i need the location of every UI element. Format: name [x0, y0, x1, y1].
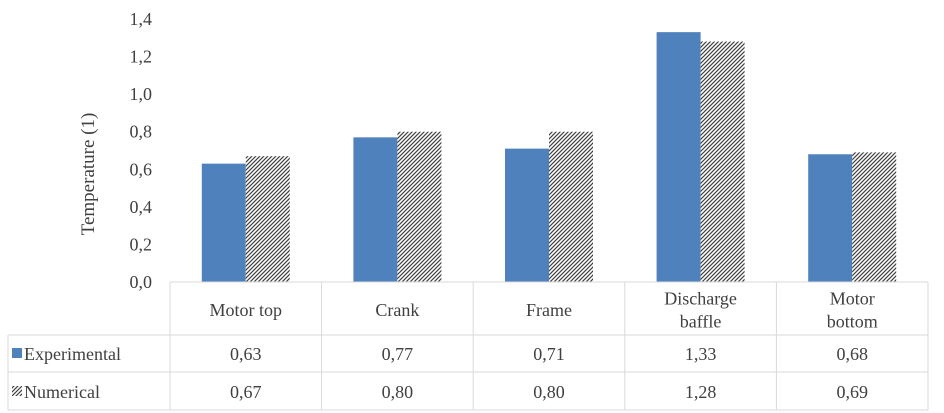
table-cell-value: 0,68 — [836, 344, 868, 364]
table-cell-value: 0,80 — [533, 382, 565, 402]
bar-numerical — [852, 152, 897, 282]
y-tick-label: 0,4 — [130, 197, 153, 217]
table-cell-value: 1,28 — [685, 382, 717, 402]
table-cell-value: 0,69 — [836, 382, 868, 402]
bar-numerical — [549, 131, 593, 282]
bar-numerical — [245, 156, 290, 282]
category-label: baffle — [680, 312, 722, 332]
category-label: Motor top — [210, 300, 283, 320]
bar-experimental — [656, 32, 701, 283]
table-cell-value: 0,77 — [382, 344, 414, 364]
table-cell-value: 1,33 — [685, 344, 717, 364]
table-cell-value: 0,63 — [230, 344, 262, 364]
category-label: Motor — [830, 289, 875, 309]
y-tick-label: 1,4 — [130, 9, 153, 29]
bar-experimental — [505, 148, 549, 282]
y-tick-label: 1,2 — [130, 47, 153, 67]
legend-label: Experimental — [24, 344, 121, 364]
category-label: Frame — [526, 300, 572, 320]
y-tick-label: 0,8 — [130, 122, 153, 142]
legend-key-numerical — [12, 386, 22, 396]
bar-numerical — [397, 131, 442, 282]
legend-key-experimental — [12, 348, 22, 358]
y-axis-ticks: 0,0 0,2 0,4 0,6 0,8 1,0 1,2 1,4 — [130, 9, 153, 292]
y-axis-label: Temperature (1) — [78, 113, 99, 236]
table-cell-value: 0,67 — [230, 382, 262, 402]
category-label: bottom — [827, 312, 878, 332]
plot-area — [201, 32, 897, 283]
category-label: Crank — [375, 300, 419, 320]
y-tick-label: 0,6 — [130, 159, 153, 179]
bar-numerical — [700, 41, 745, 282]
y-tick-label: 1,0 — [130, 84, 153, 104]
table-cell-value: 0,71 — [533, 344, 565, 364]
legend-label: Numerical — [24, 382, 100, 402]
bar-experimental — [353, 137, 398, 282]
bar-experimental — [808, 154, 853, 282]
y-tick-label: 0,2 — [130, 234, 153, 254]
category-label: Discharge — [664, 289, 737, 309]
y-tick-label: 0,0 — [130, 272, 153, 292]
table-cell-value: 0,80 — [382, 382, 414, 402]
bar-experimental — [201, 163, 246, 282]
data-table: Motor top Crank Frame Discharge baffle Motor b… — [7, 281, 929, 411]
